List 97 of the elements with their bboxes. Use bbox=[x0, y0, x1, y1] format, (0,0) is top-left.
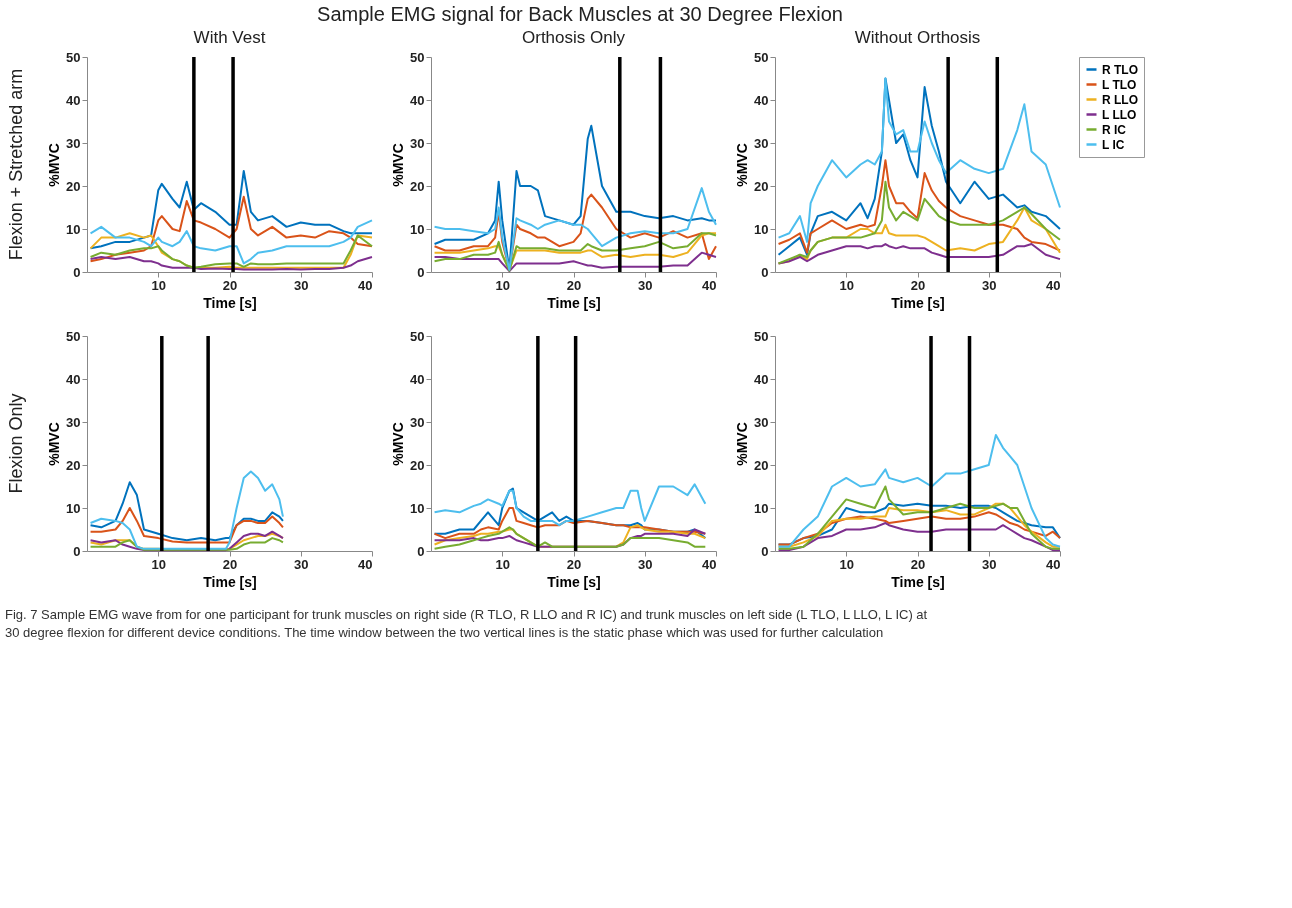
line-series bbox=[89, 470, 284, 550]
y-tick-label: 10 bbox=[410, 500, 425, 516]
y-axis-title: %MVC bbox=[390, 422, 407, 466]
y-tick-label: 20 bbox=[410, 178, 425, 194]
line-series bbox=[89, 169, 373, 250]
x-tick-label: 40 bbox=[702, 556, 717, 572]
legend-label: R TLO bbox=[1102, 62, 1138, 77]
y-tick-label: 50 bbox=[410, 328, 425, 344]
y-tick-label: 10 bbox=[754, 221, 769, 237]
y-tick-label: 20 bbox=[754, 178, 769, 194]
y-tick-label: 30 bbox=[754, 414, 769, 430]
y-tick-label: 50 bbox=[410, 49, 425, 65]
x-tick-label: 10 bbox=[151, 556, 166, 572]
x-tick-label: 10 bbox=[839, 277, 854, 293]
y-tick-label: 30 bbox=[66, 414, 81, 430]
x-tick-label: 40 bbox=[358, 556, 373, 572]
y-axis-title: %MVC bbox=[734, 143, 751, 187]
y-tick-label: 40 bbox=[754, 371, 769, 387]
x-tick-label: 40 bbox=[702, 277, 717, 293]
y-tick-label: 10 bbox=[66, 221, 81, 237]
y-tick-label: 10 bbox=[410, 221, 425, 237]
line-series bbox=[777, 433, 1061, 548]
x-tick-label: 30 bbox=[638, 277, 653, 293]
x-tick-label: 30 bbox=[982, 277, 997, 293]
text: Flexion + Stretched arm bbox=[6, 68, 26, 261]
legend-label: R IC bbox=[1102, 122, 1127, 137]
line-series bbox=[433, 483, 707, 527]
text: Sample EMG signal for Back Muscles at 30 Degree Flexion bbox=[317, 3, 843, 25]
x-tick-label: 30 bbox=[638, 556, 653, 572]
x-tick-label: 10 bbox=[151, 277, 166, 293]
y-tick-label: 20 bbox=[410, 457, 425, 473]
y-tick-label: 30 bbox=[66, 135, 81, 151]
y-tick-label: 0 bbox=[761, 543, 769, 559]
line-series bbox=[89, 195, 373, 263]
x-tick-label: 20 bbox=[910, 277, 926, 293]
y-tick-label: 40 bbox=[66, 371, 81, 387]
x-tick-label: 10 bbox=[495, 277, 510, 293]
y-tick-label: 10 bbox=[66, 500, 81, 516]
y-tick-label: 30 bbox=[410, 135, 425, 151]
line-series bbox=[777, 180, 1061, 265]
y-tick-label: 20 bbox=[66, 457, 81, 473]
y-tick-label: 0 bbox=[417, 264, 425, 280]
x-axis-title: Time [s] bbox=[203, 573, 257, 590]
chart-title: Orthosis Only bbox=[522, 28, 626, 47]
x-tick-label: 20 bbox=[222, 277, 238, 293]
x-tick-label: 20 bbox=[566, 556, 582, 572]
line-series bbox=[89, 219, 373, 265]
x-tick-label: 30 bbox=[294, 277, 309, 293]
y-tick-label: 0 bbox=[417, 543, 425, 559]
y-axis-title: %MVC bbox=[46, 143, 63, 187]
y-tick-label: 50 bbox=[66, 49, 81, 65]
y-tick-label: 50 bbox=[754, 49, 769, 65]
y-tick-label: 0 bbox=[73, 264, 81, 280]
x-tick-label: 20 bbox=[566, 277, 582, 293]
legend-label: L LLO bbox=[1102, 107, 1137, 122]
y-tick-label: 50 bbox=[66, 328, 81, 344]
y-tick-label: 0 bbox=[73, 543, 81, 559]
y-tick-label: 40 bbox=[754, 92, 769, 108]
x-axis-title: Time [s] bbox=[891, 573, 945, 590]
x-axis-title: Time [s] bbox=[547, 294, 601, 311]
legend-label: L IC bbox=[1102, 137, 1125, 152]
x-tick-label: 10 bbox=[839, 556, 854, 572]
text: Flexion Only bbox=[6, 393, 26, 494]
y-tick-label: 40 bbox=[410, 92, 425, 108]
y-axis-title: %MVC bbox=[46, 422, 63, 466]
y-tick-label: 30 bbox=[754, 135, 769, 151]
legend-label: L TLO bbox=[1102, 77, 1137, 92]
line-series bbox=[777, 159, 1061, 254]
line-series bbox=[89, 537, 284, 551]
y-tick-label: 10 bbox=[754, 500, 769, 516]
x-tick-label: 40 bbox=[1046, 556, 1061, 572]
line-series bbox=[89, 481, 284, 542]
caption: Fig. 7 Sample EMG wave from for one participant for trunk muscles on right side (R TLO, R LLO and R IC) and trunk muscles on left side (L TLO, L LLO, L IC) at 30 degree flexion for different device conditions. The time window between the two vertical lines is the static phase which was used for further calculation bbox=[5, 607, 928, 640]
x-axis-title: Time [s] bbox=[203, 294, 257, 311]
line-series bbox=[89, 507, 284, 544]
y-tick-label: 20 bbox=[754, 457, 769, 473]
chart-title: Without Orthosis bbox=[854, 28, 981, 47]
y-tick-label: 50 bbox=[754, 328, 769, 344]
y-axis-title: %MVC bbox=[734, 422, 751, 466]
line-series bbox=[777, 511, 1061, 546]
y-tick-label: 40 bbox=[410, 371, 425, 387]
x-tick-label: 30 bbox=[294, 556, 309, 572]
x-tick-label: 40 bbox=[1046, 277, 1061, 293]
x-tick-label: 20 bbox=[910, 556, 926, 572]
x-axis-title: Time [s] bbox=[891, 294, 945, 311]
x-tick-label: 20 bbox=[222, 556, 238, 572]
chart-title: With Vest bbox=[193, 28, 266, 47]
y-tick-label: 30 bbox=[410, 414, 425, 430]
legend-label: R LLO bbox=[1102, 92, 1138, 107]
x-tick-label: 40 bbox=[358, 277, 373, 293]
x-tick-label: 10 bbox=[495, 556, 510, 572]
y-tick-label: 40 bbox=[66, 92, 81, 108]
y-tick-label: 0 bbox=[761, 264, 769, 280]
y-axis-title: %MVC bbox=[390, 143, 407, 187]
x-axis-title: Time [s] bbox=[547, 573, 601, 590]
x-tick-label: 30 bbox=[982, 556, 997, 572]
y-tick-label: 20 bbox=[66, 178, 81, 194]
